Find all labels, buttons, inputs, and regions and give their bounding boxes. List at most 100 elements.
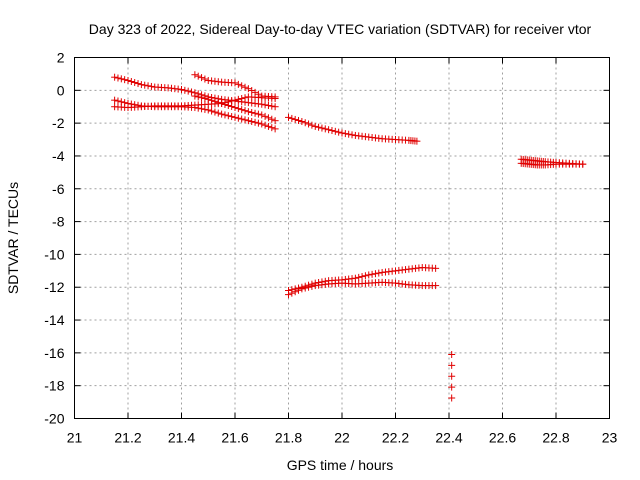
- y-tick-label: -2: [52, 115, 65, 131]
- data-point-track-1: [131, 79, 139, 87]
- data-point-track-5: [234, 105, 242, 113]
- data-point-track-9: [368, 270, 376, 278]
- data-point-track-5: [204, 95, 212, 103]
- data-point-track-6: [305, 120, 313, 128]
- data-point-track-3: [224, 112, 232, 120]
- data-point-track-3: [241, 116, 249, 124]
- data-point-track-10: [295, 286, 303, 294]
- data-point-track-6: [328, 127, 336, 135]
- x-tick-label: 21.6: [221, 430, 248, 446]
- data-point-track-6: [298, 117, 306, 125]
- data-point-track-1: [258, 100, 266, 108]
- data-point-track-1: [124, 76, 132, 84]
- y-tick-label: -18: [44, 378, 64, 394]
- grid: [74, 57, 610, 419]
- data-point-track-1: [114, 74, 122, 82]
- data-point-track-2: [201, 75, 209, 83]
- data-point-outliers: [448, 372, 456, 380]
- data-point-outliers: [448, 351, 456, 359]
- data-point-track-10: [308, 282, 316, 290]
- data-point-track-1: [264, 101, 272, 109]
- y-tick-label: -4: [52, 148, 65, 164]
- x-tick-label: 22.4: [435, 430, 462, 446]
- data-point-track-5: [244, 108, 252, 116]
- data-point-track-6: [413, 137, 421, 145]
- data-point-track-3: [264, 122, 272, 130]
- data-point-outliers: [448, 361, 456, 369]
- data-point-track-3: [228, 113, 236, 121]
- data-point-track-3: [214, 109, 222, 117]
- data-point-track-1: [127, 77, 135, 85]
- data-point-track-2: [191, 71, 199, 79]
- data-point-track-6: [321, 125, 329, 133]
- data-point-track-3: [218, 110, 226, 118]
- data-point-track-6: [301, 119, 309, 127]
- data-point-track-1: [271, 103, 279, 111]
- data-point-track-1: [184, 87, 192, 95]
- data-point-track-2: [248, 87, 256, 95]
- y-tick-label: -10: [44, 246, 64, 262]
- data-point-track-4: [241, 94, 249, 102]
- data-point-track-10: [305, 283, 313, 291]
- data-point-track-5: [218, 99, 226, 107]
- data-point-track-5: [241, 107, 249, 115]
- data-point-track-10: [432, 282, 440, 290]
- y-tick-label: -14: [44, 312, 64, 328]
- x-tick-label: 21.4: [168, 430, 195, 446]
- x-tick-label: 22.6: [489, 430, 516, 446]
- data-point-track-5: [251, 109, 259, 117]
- data-point-track-5: [191, 92, 199, 100]
- y-tick-label: -6: [52, 181, 65, 197]
- y-axis-label: SDTVAR / TECUs: [5, 182, 21, 294]
- x-tick-label: 21: [67, 430, 83, 446]
- data-point-track-9: [358, 273, 366, 281]
- data-point-track-5: [194, 93, 202, 101]
- data-point-track-2: [234, 80, 242, 88]
- data-point-track-5: [214, 98, 222, 106]
- data-point-track-9: [361, 272, 369, 280]
- data-point-track-6: [295, 116, 303, 124]
- data-point-track-10: [291, 288, 299, 296]
- data-point-track-5: [258, 111, 266, 119]
- data-point-track-10: [298, 285, 306, 293]
- data-point-track-10: [285, 291, 292, 299]
- x-tick-label: 22.8: [542, 430, 569, 446]
- data-point-track-9: [365, 271, 373, 279]
- data-point-track-6: [318, 124, 326, 132]
- data-point-track-3: [251, 118, 259, 126]
- data-point-track-5: [201, 95, 209, 103]
- data-point-track-9: [355, 273, 363, 281]
- data-point-track-5: [254, 110, 262, 118]
- data-point-track-1: [178, 85, 185, 93]
- data-point-track-2: [194, 72, 202, 80]
- data-point-track-3: [254, 119, 262, 127]
- data-point-track-5: [228, 103, 236, 111]
- y-tick-label: -8: [52, 214, 65, 230]
- data-point-track-6: [331, 127, 339, 135]
- data-point-track-1: [111, 73, 119, 81]
- data-point-track-9: [432, 264, 440, 272]
- data-point-track-5: [261, 112, 269, 120]
- data-point-track-5: [224, 101, 232, 109]
- data-point-track-2: [231, 79, 239, 87]
- data-point-track-3: [114, 97, 122, 105]
- data-point-track-3: [111, 96, 119, 104]
- data-point-track-1: [141, 81, 149, 89]
- data-point-track-1: [147, 82, 155, 90]
- y-tick-label: -16: [44, 345, 64, 361]
- data-point-track-5: [221, 100, 229, 108]
- data-point-track-6: [285, 113, 292, 121]
- data-point-track-1: [117, 75, 125, 83]
- data-point-track-2: [244, 85, 252, 93]
- data-point-track-1: [181, 86, 189, 94]
- data-point-track-5: [271, 117, 279, 125]
- data-point-track-5: [208, 96, 216, 104]
- y-tick-label: 2: [57, 50, 65, 66]
- data-point-track-5: [248, 108, 256, 116]
- data-point-track-3: [211, 108, 219, 116]
- data-point-track-6: [308, 121, 316, 129]
- data-point-track-4: [238, 95, 246, 103]
- data-point-track-6: [325, 126, 333, 134]
- data-point-track-1: [137, 81, 145, 89]
- data-point-track-6: [311, 122, 319, 130]
